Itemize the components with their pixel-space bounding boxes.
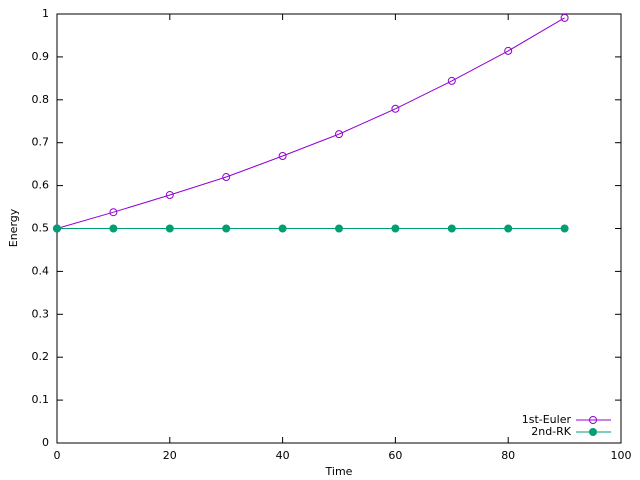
y-tick-label: 1 [42,7,49,20]
x-tick-label: 0 [54,449,61,462]
marker [391,224,400,233]
x-tick-label: 80 [501,449,515,462]
y-tick-label: 0.2 [32,350,50,363]
y-tick-label: 0.7 [32,136,50,149]
marker [222,173,231,182]
legend-label: 1st-Euler [522,413,572,426]
y-axis-label: Energy [7,208,20,247]
y-tick-label: 0.5 [32,222,50,235]
marker [560,224,569,233]
marker [447,224,456,233]
x-tick-label: 40 [276,449,290,462]
legend-marker [589,428,597,436]
y-tick-label: 0.3 [32,307,50,320]
marker [109,224,118,233]
marker [278,151,287,160]
y-tick-label: 0.8 [32,93,50,106]
y-tick-label: 0.6 [32,179,50,192]
marker [222,224,231,233]
legend-marker [589,416,597,424]
marker [560,13,569,22]
series-line [56,17,565,229]
x-tick-label: 60 [388,449,402,462]
marker [447,76,456,85]
marker [335,130,343,139]
marker [165,224,174,233]
x-tick-label: 100 [611,449,632,462]
y-tick-label: 0 [42,436,49,449]
marker [165,191,174,200]
marker [391,104,400,113]
y-tick-label: 0.1 [32,393,50,406]
marker [504,46,513,55]
marker [504,224,513,233]
x-axis-label: Time [325,465,353,478]
y-tick-label: 0.9 [32,50,50,63]
x-tick-label: 20 [163,449,177,462]
marker [335,224,343,233]
y-tick-label: 0.4 [32,264,50,277]
marker [109,208,118,217]
marker [278,224,287,233]
marker [53,224,61,233]
legend-label: 2nd-RK [531,425,572,438]
